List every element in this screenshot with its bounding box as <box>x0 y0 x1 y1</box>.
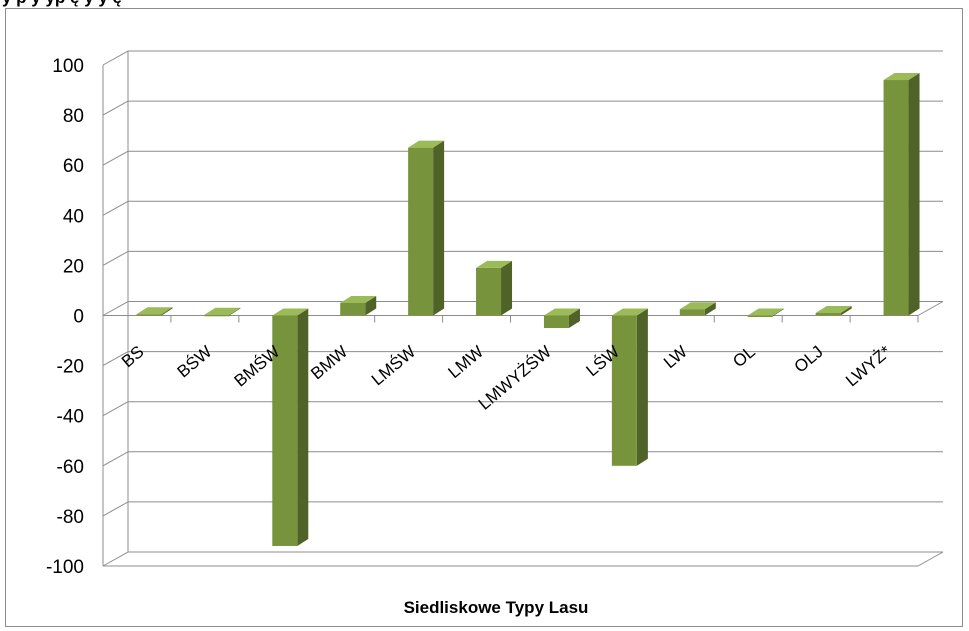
floor-side-line <box>917 551 944 567</box>
y-tick-label: 60 <box>63 156 84 177</box>
y-tick-label: 40 <box>63 206 84 227</box>
gridline-depth <box>102 351 129 367</box>
x-category-label: BŚW <box>174 342 216 381</box>
bar <box>747 308 784 317</box>
y-tick-label: -80 <box>57 507 84 528</box>
y-tick-label: 100 <box>52 56 84 77</box>
x-axis-depth-line <box>917 301 944 316</box>
gridline-depth <box>102 501 129 517</box>
bar <box>476 260 513 316</box>
y-tick-label: 0 <box>73 307 84 328</box>
gridline-depth <box>102 451 129 467</box>
x-category-label: BMW <box>307 342 351 383</box>
y-tick-label: 20 <box>63 256 84 277</box>
x-category-label: OLJ <box>791 342 827 377</box>
x-category-label: OL <box>729 342 759 371</box>
bar <box>883 73 920 316</box>
gridline-depth <box>102 50 129 66</box>
gridline-depth <box>102 150 129 166</box>
bar <box>272 308 309 546</box>
x-category-label: LMŚW <box>368 342 419 389</box>
gridline-depth <box>102 100 129 116</box>
chart-frame: 100 80 60 40 20 0 -20 -40 -60 -80 -100 BS BŚW BMŚW BMW… <box>5 8 963 627</box>
bar-layer <box>136 73 920 546</box>
axis-layer <box>102 51 944 567</box>
gridline-depth <box>102 551 129 567</box>
y-tick-label: 80 <box>63 106 84 127</box>
gridline-depth <box>102 301 129 316</box>
y-tick-label: -20 <box>57 357 84 378</box>
bar <box>408 140 445 316</box>
x-category-label: LW <box>660 342 691 372</box>
x-category-label: BS <box>118 342 148 371</box>
gridline-depth <box>102 250 129 266</box>
top-caption: y p y yp ę y y ę <box>2 0 122 8</box>
grid-layer <box>102 50 943 567</box>
top-caption-strip: y p y yp ę y y ę <box>0 0 969 8</box>
x-category-label: LMWYŻŚW <box>475 342 555 414</box>
bar <box>204 307 241 317</box>
bar <box>136 307 173 316</box>
x-axis-title: Siedliskowe Typy Lasu <box>404 598 589 617</box>
x-category-label: LMW <box>445 342 488 382</box>
y-tick-label: -100 <box>46 557 84 578</box>
bar <box>679 302 716 316</box>
bar <box>815 305 852 316</box>
y-tick-label: -60 <box>57 457 84 478</box>
bar <box>543 308 580 329</box>
y-tick-label: -40 <box>57 407 84 428</box>
bar <box>340 295 377 316</box>
gridline-depth <box>102 200 129 216</box>
x-category-label: LWYŻ* <box>842 342 895 391</box>
gridline-depth <box>102 401 129 417</box>
bar <box>611 308 648 466</box>
